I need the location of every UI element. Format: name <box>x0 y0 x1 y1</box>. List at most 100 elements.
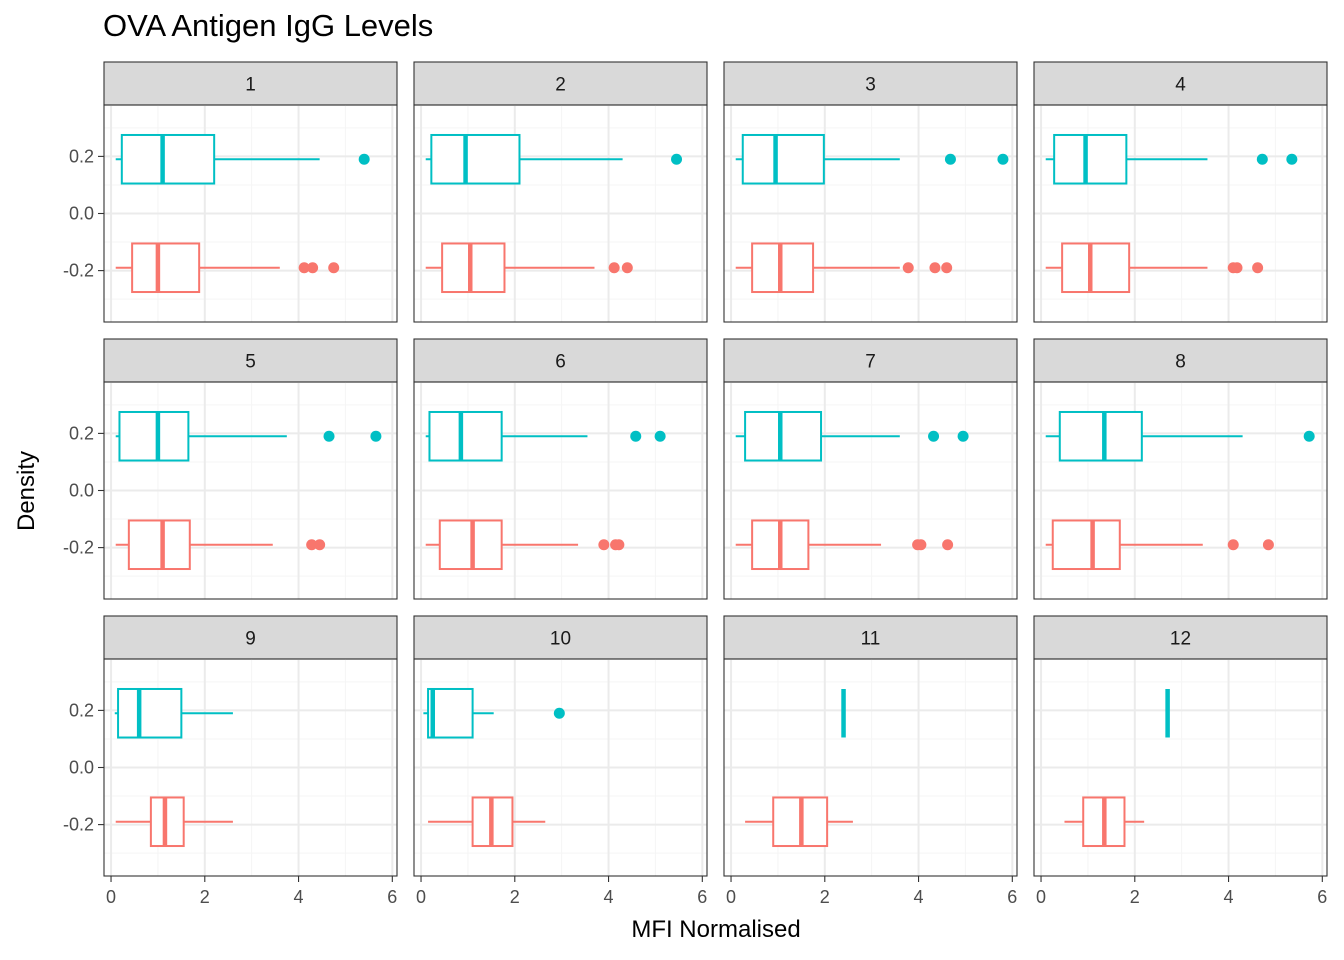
x-tick-label: 0 <box>106 887 116 907</box>
panel-border <box>1033 104 1328 323</box>
lower-box <box>1061 242 1131 294</box>
lower-outlier-point <box>1252 262 1264 274</box>
lower-boxplot <box>735 519 954 571</box>
upper-boxplot <box>1045 410 1315 462</box>
y-tick-label: 0.0 <box>69 481 94 501</box>
upper-boxplot <box>115 410 382 462</box>
facet-strip <box>723 61 1018 106</box>
upper-outlier-point <box>370 430 382 442</box>
lower-box <box>131 242 201 294</box>
lower-outlier-point <box>298 262 310 274</box>
lower-outlier-point <box>328 262 340 274</box>
lower-box <box>149 796 185 848</box>
upper-box <box>741 133 825 185</box>
panel-border <box>413 381 708 600</box>
y-tick-label: -0.2 <box>63 538 94 558</box>
upper-outlier-point <box>944 153 956 165</box>
upper-boxplot <box>735 410 969 462</box>
lower-boxplot <box>428 796 546 848</box>
lower-outlier-point <box>613 539 625 551</box>
upper-box <box>120 133 216 185</box>
facet-strip <box>413 338 708 383</box>
facet-panel-2: 2 <box>413 61 708 323</box>
facet-strip-label: 11 <box>861 629 881 650</box>
x-tick-label: 2 <box>200 887 210 907</box>
x-tick-label: 4 <box>604 887 614 907</box>
y-tick-label: 0.0 <box>69 204 94 224</box>
upper-boxplot <box>425 410 666 462</box>
upper-outlier-point <box>323 430 335 442</box>
lower-outlier-point <box>1231 262 1243 274</box>
lower-outlier-point <box>621 262 633 274</box>
x-tick-label: 6 <box>1317 887 1327 907</box>
lower-boxplot <box>115 796 233 848</box>
upper-outlier-point <box>1256 153 1268 165</box>
upper-box <box>427 687 474 739</box>
facet-strip <box>723 615 1018 660</box>
facet-strip <box>413 61 708 106</box>
facet-strip-label: 7 <box>865 352 876 373</box>
lower-boxplot <box>1045 242 1264 294</box>
facet-strip-label: 10 <box>550 629 571 650</box>
facet-strip-label: 12 <box>1170 629 1191 650</box>
upper-outlier-point <box>654 430 666 442</box>
upper-box <box>428 410 503 462</box>
x-tick-label: 2 <box>510 887 520 907</box>
lower-outlier-point <box>929 262 941 274</box>
x-axis-title: MFI Normalised <box>631 916 801 943</box>
upper-outlier-point <box>630 430 642 442</box>
x-tick-label: 2 <box>1130 887 1140 907</box>
lower-boxplot <box>425 519 625 571</box>
y-tick-label: 0.0 <box>69 758 94 778</box>
facet-panel-5: 5 -0.2 0.0 0.2 <box>63 338 398 600</box>
y-tick-label: 0.2 <box>69 146 94 166</box>
x-tick-label: 2 <box>820 887 830 907</box>
upper-box <box>1058 410 1143 462</box>
lower-box <box>441 242 506 294</box>
facet-panel-6: 6 <box>413 338 708 600</box>
lower-box <box>127 519 191 571</box>
facet-panel-12: 12 0 2 4 6 <box>1033 615 1328 907</box>
facet-strip-label: 6 <box>555 352 566 373</box>
upper-outlier-point <box>553 707 565 719</box>
upper-boxplot <box>1045 133 1298 185</box>
facet-strip-label: 4 <box>1175 75 1186 96</box>
x-tick-label: 4 <box>294 887 304 907</box>
panel-border <box>1033 381 1328 600</box>
lower-boxplot <box>115 519 326 571</box>
x-tick-label: 4 <box>914 887 924 907</box>
upper-boxplot <box>423 687 565 739</box>
facet-strip <box>103 615 398 660</box>
facet-panel-9: 9 0 2 4 6 -0.2 0.0 0.2 <box>63 615 398 907</box>
panel-border <box>723 104 1018 323</box>
upper-box <box>117 687 183 739</box>
y-tick-label: 0.2 <box>69 423 94 443</box>
lower-boxplot <box>1045 519 1274 571</box>
facet-strip <box>1033 61 1328 106</box>
upper-outlier-point <box>957 430 969 442</box>
lower-outlier-point <box>306 539 318 551</box>
lower-outlier-point <box>598 539 610 551</box>
upper-box <box>1053 133 1128 185</box>
upper-boxplot <box>115 133 370 185</box>
facet-strip <box>103 338 398 383</box>
facet-strip-label: 3 <box>865 75 876 96</box>
upper-outlier-point <box>671 153 683 165</box>
upper-outlier-point <box>358 153 370 165</box>
lower-boxplot <box>425 242 633 294</box>
upper-box <box>744 410 823 462</box>
upper-boxplot <box>425 133 683 185</box>
panel-border <box>413 104 708 323</box>
facet-strip <box>1033 615 1328 660</box>
facet-panel-10: 10 0 2 4 6 <box>413 615 708 907</box>
facet-panel-7: 7 <box>723 338 1018 600</box>
x-tick-label: 4 <box>1224 887 1234 907</box>
y-tick-label: -0.2 <box>63 815 94 835</box>
panel-border <box>1033 658 1328 877</box>
x-tick-label: 6 <box>387 887 397 907</box>
lower-outlier-point <box>608 262 620 274</box>
facet-panel-4: 4 <box>1033 61 1328 323</box>
facet-strip <box>723 338 1018 383</box>
lower-boxplot <box>115 242 340 294</box>
